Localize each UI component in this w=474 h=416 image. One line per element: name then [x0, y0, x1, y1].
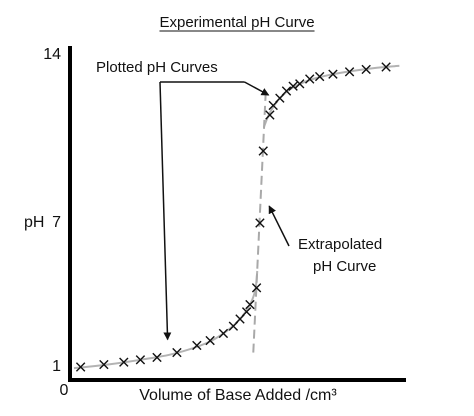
annotation-plotted-curves-arrow-lower — [159, 81, 172, 341]
data-point-5 — [172, 347, 182, 358]
data-point-7 — [205, 335, 215, 346]
data-point-19 — [281, 86, 292, 96]
extrapolated-ph-line — [252, 88, 267, 353]
data-point-26 — [361, 64, 371, 75]
annotation-extrapolated-arrow — [268, 205, 290, 247]
y-tick-label-14: 14 — [43, 46, 61, 63]
data-point-3 — [135, 355, 146, 365]
data-point-20 — [288, 81, 298, 91]
data-point-0 — [75, 362, 86, 372]
y-tick-label-1: 1 — [52, 358, 61, 375]
annotation-extrapolated-line-2: pH Curve — [313, 258, 376, 275]
data-point-25 — [344, 67, 355, 77]
y-axis-label: pH — [24, 214, 44, 231]
data-point-11 — [241, 307, 252, 317]
data-point-6 — [192, 340, 202, 351]
x-axis-label: Volume of Base Added /cm³ — [139, 387, 337, 404]
data-point-14 — [255, 218, 265, 228]
data-point-1 — [99, 359, 109, 370]
data-point-2 — [119, 357, 129, 367]
data-points — [75, 62, 391, 372]
fitted-curve-upper — [262, 64, 400, 128]
data-point-27 — [381, 62, 391, 72]
data-point-12 — [245, 299, 255, 310]
data-point-13 — [251, 283, 262, 293]
y-tick-label-7: 7 — [52, 214, 61, 231]
data-point-16 — [265, 110, 275, 120]
data-point-21 — [295, 79, 305, 89]
x-tick-label-0: 0 — [60, 382, 69, 399]
data-point-15 — [258, 146, 268, 156]
data-point-8 — [218, 328, 229, 339]
data-point-24 — [328, 69, 338, 79]
annotation-extrapolated-line-1: Extrapolated — [298, 236, 382, 253]
data-point-4 — [152, 352, 162, 363]
data-point-23 — [314, 71, 325, 82]
annotation-plotted-curves-arrow-upper — [244, 81, 270, 96]
data-point-22 — [305, 74, 315, 84]
chart-title: Experimental pH Curve — [159, 14, 314, 31]
annotation-plotted-curves: Plotted pH Curves — [96, 59, 218, 76]
